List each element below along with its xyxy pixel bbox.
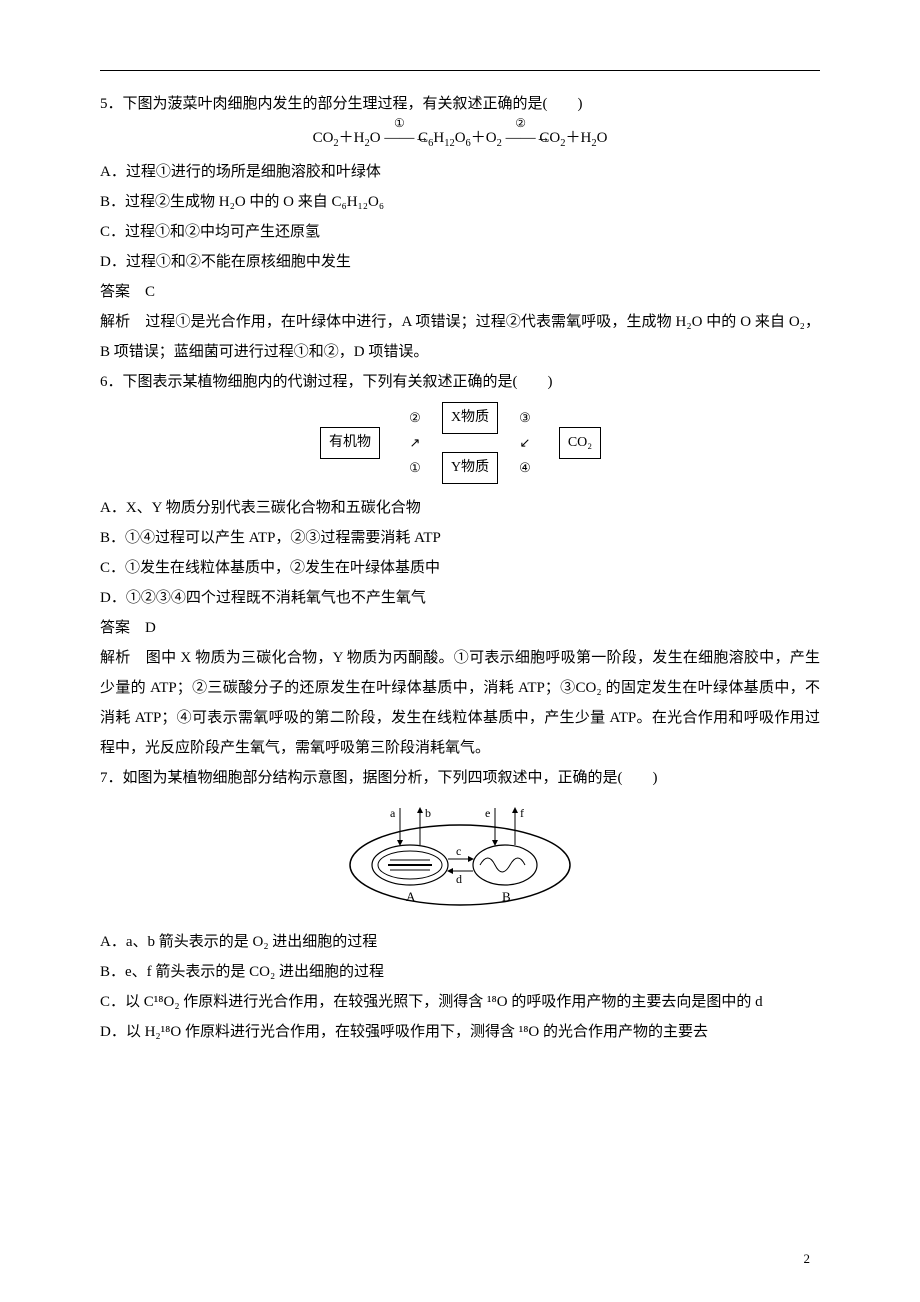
q5-eq-o2: O xyxy=(455,130,466,146)
q5-option-c: C．过程①和②中均可产生还原氢 xyxy=(100,217,820,247)
q5-eq-plus3: ＋H xyxy=(565,130,591,146)
q6-explain: 解析 图中 X 物质为三碳化合物，Y 物质为丙酮酸。①可表示细胞呼吸第一阶段，发… xyxy=(100,643,820,763)
q5-eq-co2: CO xyxy=(313,130,334,146)
q5-equation: CO2＋H2O ――→ C6H12O6＋O2 ――→ CO2＋H2O xyxy=(100,123,820,153)
q5-option-a: A．过程①进行的场所是细胞溶胶和叶绿体 xyxy=(100,157,820,187)
q7-label-a: a xyxy=(390,806,396,820)
q6-box-y: Y物质 xyxy=(442,452,498,484)
q7-option-d: D．以 H₂¹⁸O 作原料进行光合作用，在较强呼吸作用下，测得含 ¹⁸O 的光合… xyxy=(100,1017,820,1047)
q5-arrow1-icon: ――→ xyxy=(384,123,414,153)
q6-arrow-tl-icon: ↗ xyxy=(410,430,421,456)
q5-eq-plus2: ＋O xyxy=(471,130,497,146)
q7-label-b: b xyxy=(425,806,431,820)
q6-stem-text: 下图表示某植物细胞内的代谢过程，下列有关叙述正确的是( ) xyxy=(123,374,553,390)
q7-label-e: e xyxy=(485,806,490,820)
q5-stem: 5．下图为菠菜叶肉细胞内发生的部分生理过程，有关叙述正确的是( ) xyxy=(100,89,820,119)
q5-eq-plus1: ＋H xyxy=(339,130,365,146)
mitochondrion-icon xyxy=(473,845,537,885)
q5-answer: 答案 C xyxy=(100,277,820,307)
page: 5．下图为菠菜叶肉细胞内发生的部分生理过程，有关叙述正确的是( ) CO 2 ＋H 2… xyxy=(0,0,920,1302)
q5-stem-text: 下图为菠菜叶肉细胞内发生的部分生理过程，有关叙述正确的是( ) xyxy=(123,96,583,112)
q6-box-right: CO₂ xyxy=(559,427,601,459)
q7-option-a: A．a、b 箭头表示的是 O₂ 进出细胞的过程 xyxy=(100,927,820,957)
q6-answer: 答案 D xyxy=(100,613,820,643)
top-rule xyxy=(100,70,820,71)
q7-label-f: f xyxy=(520,806,524,820)
q6-diagram: ② X物质 ③ 有机物 ↗ ↙ CO₂ ① Y物质 ④ xyxy=(100,403,820,483)
q6-arrow-tr-icon: ↙ xyxy=(520,430,531,456)
q5-eq-sub4: 12 xyxy=(444,138,455,149)
q6-box-left: 有机物 xyxy=(320,427,380,459)
q7-stem: 7．如图为某植物细胞部分结构示意图，据图分析，下列四项叙述中，正确的是( ) xyxy=(100,763,820,793)
q7-label-B: B xyxy=(502,889,511,904)
q7-cell-svg: a b c d e f A B xyxy=(330,803,590,913)
q5-explain: 解析 过程①是光合作用，在叶绿体中进行，A 项错误；过程②代表需氧呼吸，生成物 … xyxy=(100,307,820,367)
q7-label-d: d xyxy=(456,872,462,886)
q7-option-c: C．以 C¹⁸O₂ 作原料进行光合作用，在较强光照下，测得含 ¹⁸O 的呼吸作用… xyxy=(100,987,820,1017)
q6-label-2: ② xyxy=(409,405,421,431)
q6-option-d: D．①②③④四个过程既不消耗氧气也不产生氧气 xyxy=(100,583,820,613)
q7-label-c: c xyxy=(456,844,461,858)
q7-stem-text: 如图为某植物细胞部分结构示意图，据图分析，下列四项叙述中，正确的是( ) xyxy=(123,770,658,786)
q6-label-4: ④ xyxy=(519,455,531,481)
q5-number: 5． xyxy=(100,96,123,112)
q5-eq-h: H xyxy=(433,130,444,146)
q6-flow-grid: ② X物质 ③ 有机物 ↗ ↙ CO₂ ① Y物质 ④ xyxy=(305,403,615,483)
q6-box-x: X物质 xyxy=(442,402,498,434)
q6-option-b: B．①④过程可以产生 ATP，②③过程需要消耗 ATP xyxy=(100,523,820,553)
q5-option-d: D．过程①和②不能在原核细胞中发生 xyxy=(100,247,820,277)
q5-eq-o3: O xyxy=(597,130,608,146)
q7-diagram: a b c d e f A B xyxy=(100,803,820,913)
q6-option-c: C．①发生在线粒体基质中，②发生在叶绿体基质中 xyxy=(100,553,820,583)
q6-label-1: ① xyxy=(409,455,421,481)
q5-arrow2-icon: ――→ xyxy=(506,123,536,153)
q5-eq-sub6: 2 xyxy=(497,138,502,149)
page-number: 2 xyxy=(804,1246,811,1272)
q6-stem: 6．下图表示某植物细胞内的代谢过程，下列有关叙述正确的是( ) xyxy=(100,367,820,397)
q5-eq-o1: O xyxy=(370,130,381,146)
q7-number: 7． xyxy=(100,770,123,786)
q6-label-3: ③ xyxy=(519,405,531,431)
q7-label-A: A xyxy=(406,889,416,904)
cristae-icon xyxy=(480,858,525,872)
q6-option-a: A．X、Y 物质分别代表三碳化合物和五碳化合物 xyxy=(100,493,820,523)
q6-number: 6． xyxy=(100,374,123,390)
q5-option-b: B．过程②生成物 H₂O 中的 O 来自 C₆H₁₂O₆ xyxy=(100,187,820,217)
q7-option-b: B．e、f 箭头表示的是 CO₂ 进出细胞的过程 xyxy=(100,957,820,987)
